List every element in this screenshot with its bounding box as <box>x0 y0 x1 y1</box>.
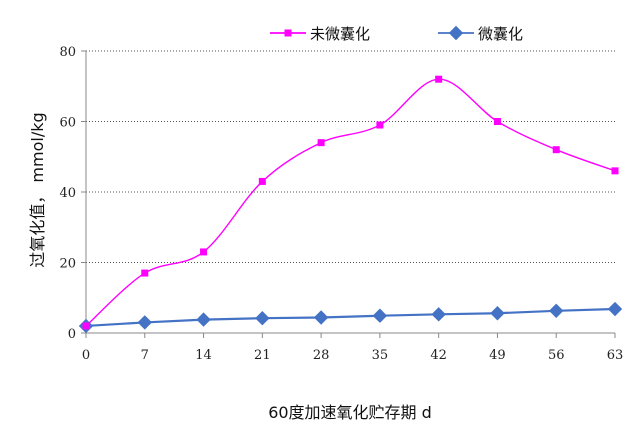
series-line <box>85 78 616 327</box>
legend-label: 未微囊化 <box>310 25 370 43</box>
data-point <box>200 248 208 256</box>
legend-label: 微囊化 <box>478 25 523 43</box>
series-layer <box>78 75 623 334</box>
series-line <box>85 307 616 328</box>
x-tick-label: 56 <box>548 348 565 363</box>
legend-item: 微囊化 <box>438 25 523 43</box>
data-point <box>141 269 149 277</box>
x-tick-label: 14 <box>195 348 212 363</box>
data-point <box>611 167 619 175</box>
legend-marker <box>448 25 464 41</box>
grid-layer <box>86 50 615 263</box>
y-tick-label: 40 <box>59 186 76 201</box>
data-point <box>493 118 501 125</box>
data-point <box>255 310 270 326</box>
y-tick-label: 80 <box>59 45 76 60</box>
data-point <box>607 301 623 317</box>
x-tick-label: 0 <box>82 348 90 363</box>
x-tick-label: 49 <box>489 348 506 363</box>
axis-layer: 0 20 40 60 80 0 7 14 21 28 35 42 49 56 63 <box>59 45 623 363</box>
data-point <box>258 177 266 185</box>
data-point <box>376 121 384 129</box>
y-axis-title: 过氧化值， mmol/kg <box>28 112 47 267</box>
data-point <box>82 322 90 330</box>
data-point <box>196 312 211 327</box>
y-tick-label: 60 <box>59 116 76 131</box>
data-point <box>431 307 446 322</box>
data-point <box>549 303 564 318</box>
x-axis-title: 60度加速氧化贮存期 d <box>268 403 432 422</box>
series-0 <box>82 75 619 330</box>
data-point <box>317 139 325 147</box>
x-tick-label: 63 <box>607 348 624 363</box>
data-point <box>313 310 329 325</box>
x-tick-label: 42 <box>430 348 447 363</box>
x-tick-label: 7 <box>141 348 149 363</box>
series-1 <box>78 301 623 334</box>
x-tick-label: 35 <box>372 348 389 363</box>
data-point <box>435 75 443 83</box>
data-point <box>490 306 505 321</box>
data-point <box>552 146 560 154</box>
x-tick-label: 28 <box>313 348 330 363</box>
legend-marker <box>284 29 292 37</box>
x-tick-label: 21 <box>254 348 271 363</box>
y-tick-label: 20 <box>59 257 76 272</box>
legend-item: 未微囊化 <box>270 25 370 43</box>
legend: 未微囊化 微囊化 <box>270 25 523 43</box>
y-tick-label: 0 <box>68 327 76 342</box>
data-point <box>137 315 152 330</box>
data-point <box>372 308 388 323</box>
